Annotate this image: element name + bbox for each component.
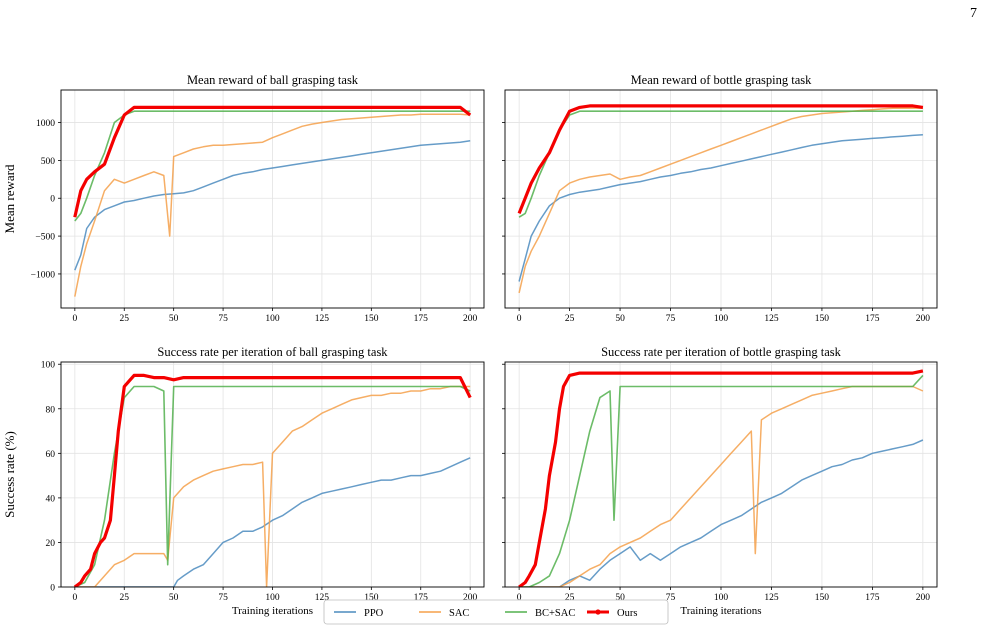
y-tick-label: 0 [50, 584, 55, 594]
x-tick-label: 25 [565, 314, 575, 324]
page-number: 7 [970, 6, 977, 21]
x-tick-label: 75 [666, 593, 676, 603]
series-sac [74, 113, 471, 297]
series-ours [517, 104, 924, 214]
x-tick-label: 75 [218, 593, 228, 603]
legend: PPO SAC BC+SAC Ours [323, 599, 669, 625]
y-tick-label: 80 [46, 405, 56, 415]
x-tick-label: 125 [764, 593, 779, 603]
series-ppo [74, 139, 471, 271]
x-tick-label: 200 [463, 314, 478, 324]
x-tick-label: 200 [463, 593, 478, 603]
legend-item-ppo: PPO [334, 608, 384, 619]
x-tick-label: 25 [120, 593, 130, 603]
subplot-1: 0 25 50 75 100 125 150 175 200 −1000 −500 0 500 1000 M… [2, 73, 485, 324]
legend-item-ours: Ours [587, 608, 637, 619]
x-tick-label: 50 [615, 314, 625, 324]
subplot-2: 0 25 50 75 100 125 150 175 200 Mean reward of bot… [502, 73, 938, 324]
x-tick-label: 0 [72, 314, 77, 324]
y-tick-label: 500 [41, 157, 56, 167]
x-tick-label: 150 [364, 314, 379, 324]
x-tick-label: 100 [714, 593, 729, 603]
x-tick-label: 200 [916, 593, 931, 603]
series-bc-sac [74, 110, 471, 222]
x-tick-label: 175 [414, 314, 429, 324]
chart-title: Mean reward of ball grasping task [187, 73, 359, 87]
legend-item-bc-sac: BC+SAC [505, 608, 575, 619]
series-ours [518, 369, 924, 587]
y-tick-label: 60 [46, 450, 56, 460]
x-tick-label: 175 [414, 593, 429, 603]
series-ours [73, 105, 472, 218]
legend-label: SAC [449, 608, 469, 619]
x-tick-label: 0 [517, 314, 522, 324]
x-tick-label: 175 [865, 314, 880, 324]
x-tick-label: 25 [120, 314, 130, 324]
series-ppo [518, 133, 923, 282]
subplot-3: 0 25 50 75 100 125 150 175 200 0 20 40 60 80 100 Succes… [2, 345, 485, 617]
x-tick-label: 100 [265, 593, 280, 603]
series-bc-sac [518, 110, 923, 218]
y-tick-label: 0 [50, 195, 55, 205]
legend-label: PPO [364, 608, 384, 619]
chart-title: Success rate per iteration of ball grasp… [157, 345, 388, 359]
x-tick-label: 150 [815, 593, 830, 603]
chart-title: Success rate per iteration of bottle gra… [601, 345, 842, 359]
x-tick-label: 200 [916, 314, 931, 324]
y-tick-label: 1000 [36, 119, 55, 129]
x-tick-label: 125 [315, 593, 330, 603]
series-bc-sac [74, 385, 471, 587]
y-axis-label: Mean reward [2, 164, 17, 233]
chart-title: Mean reward of bottle grasping task [631, 73, 813, 87]
series-ppo [74, 457, 471, 587]
x-tick-label: 100 [265, 314, 280, 324]
legend-item-sac: SAC [419, 608, 469, 619]
x-tick-label: 0 [72, 593, 77, 603]
series-ours [73, 373, 472, 587]
series-sac [74, 385, 471, 587]
series-ppo [519, 439, 924, 587]
x-tick-label: 50 [169, 593, 179, 603]
y-tick-label: 100 [41, 361, 56, 371]
legend-label: BC+SAC [535, 608, 575, 619]
x-tick-label: 175 [865, 593, 880, 603]
x-axis-label: Training iterations [680, 605, 761, 617]
y-tick-label: 20 [46, 539, 56, 549]
x-tick-label: 50 [169, 314, 179, 324]
subplot-4: 0 25 50 75 100 125 150 175 200 Success rate per i… [502, 345, 938, 617]
x-tick-label: 25 [565, 593, 575, 603]
x-tick-label: 75 [218, 314, 228, 324]
y-tick-label: −500 [35, 233, 55, 243]
x-tick-label: 150 [364, 593, 379, 603]
legend-label: Ours [617, 608, 637, 619]
x-tick-label: 50 [615, 593, 625, 603]
y-tick-label: 40 [46, 494, 56, 504]
x-tick-label: 150 [815, 314, 830, 324]
series-bc-sac [519, 374, 924, 587]
y-tick-label: −1000 [31, 270, 56, 280]
x-tick-label: 125 [315, 314, 330, 324]
x-tick-label: 125 [764, 314, 779, 324]
x-tick-label: 0 [517, 593, 522, 603]
legend-marker [595, 609, 601, 615]
y-axis-label: Success rate (%) [2, 431, 17, 518]
x-axis-label: Training iterations [232, 605, 313, 617]
x-tick-label: 100 [714, 314, 729, 324]
x-tick-label: 75 [666, 314, 676, 324]
legend-frame [323, 599, 669, 625]
